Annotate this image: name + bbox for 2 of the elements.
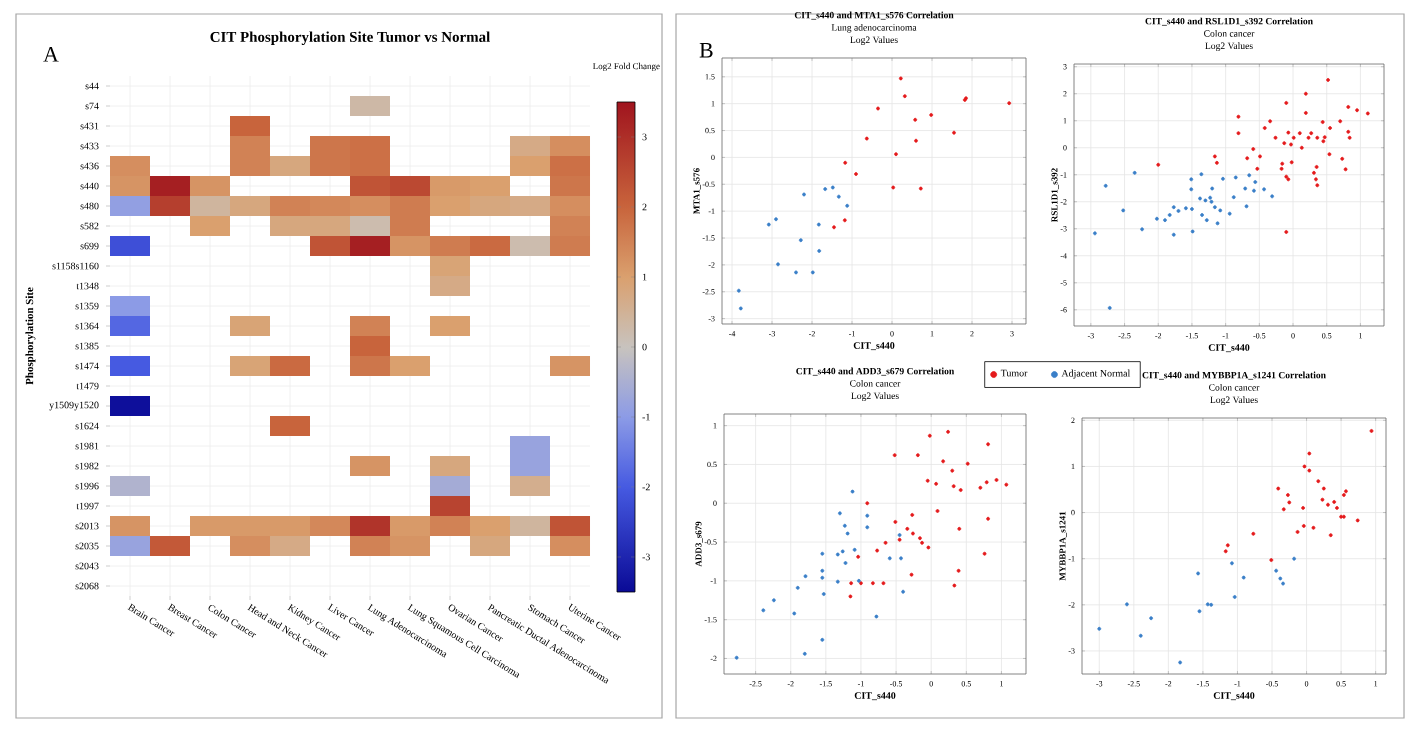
text: B [699, 43, 713, 58]
text: A [43, 47, 59, 62]
